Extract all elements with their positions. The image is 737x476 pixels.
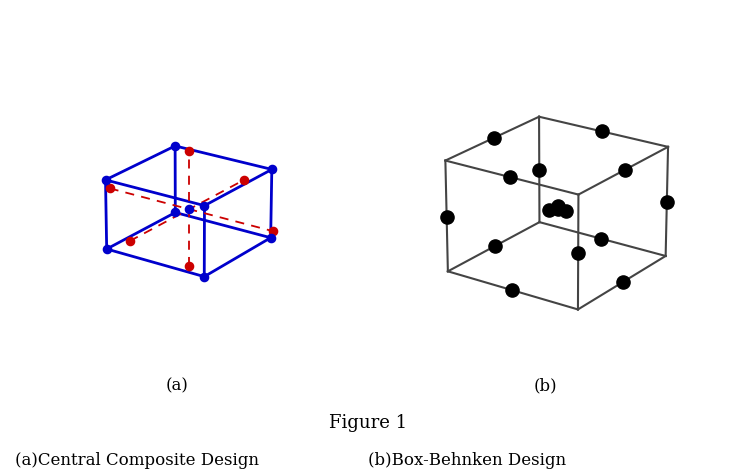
Text: Figure 1: Figure 1 (329, 414, 408, 432)
Text: (a)Central Composite Design: (a)Central Composite Design (15, 452, 259, 469)
Text: (b): (b) (534, 378, 557, 395)
Text: (a): (a) (165, 378, 189, 395)
Text: (b)Box-Behnken Design: (b)Box-Behnken Design (368, 452, 567, 469)
